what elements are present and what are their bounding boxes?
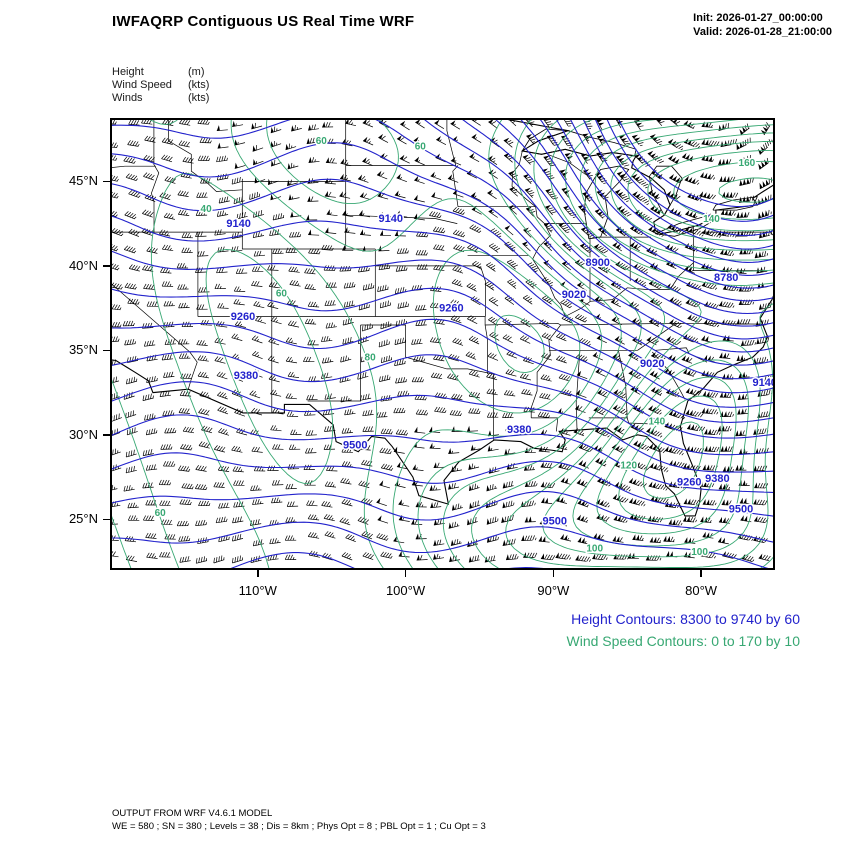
lake-outline — [655, 216, 719, 237]
y-axis-tick — [103, 265, 110, 267]
wind-contour-label: 140 — [648, 417, 665, 428]
height-contours — [110, 118, 775, 570]
state-boundary — [575, 350, 581, 430]
height-contour-label: 9140 — [752, 377, 775, 389]
legend-windspeed-name: Wind Speed — [112, 79, 172, 91]
state-boundary — [307, 325, 361, 402]
wind-contour-caption: Wind Speed Contours: 0 to 170 by 10 — [566, 633, 800, 649]
height-contour-labels: 9140 9140 9260 9380 9500 9260 9380 9500 8900 9020… — [225, 211, 775, 529]
y-tick-label: 40°N — [68, 257, 98, 273]
height-contour-caption: Height Contours: 8300 to 9740 by 60 — [571, 611, 800, 627]
state-boundary — [241, 181, 347, 250]
height-contour-label: 9020 — [562, 289, 586, 301]
footer-line1: OUTPUT FROM WRF V4.6.1 MODEL — [112, 808, 273, 819]
y-tick-label: 35°N — [68, 342, 98, 358]
height-contour-label: 9380 — [234, 370, 258, 382]
legend-row-winds: Winds (kts) — [112, 92, 209, 105]
x-axis-tick — [404, 570, 407, 577]
height-contour-label: 9260 — [439, 303, 463, 315]
state-boundary — [110, 232, 198, 390]
y-tick-label: 30°N — [68, 426, 98, 442]
state-boundary — [151, 118, 160, 233]
state-boundary — [652, 351, 686, 400]
map-plot-area: 60 60 40 160 140 60 80 60 100 120 140 100 9140 9140 92… — [110, 118, 775, 570]
height-contour-label: 9020 — [640, 358, 664, 370]
model-times: Init: 2026-01-27_00:00:00 Valid: 2026-01… — [693, 11, 832, 39]
legend-windspeed-unit: (kts) — [188, 79, 210, 91]
y-axis-tick — [103, 349, 110, 352]
wind-contour-label: 40 — [201, 204, 213, 215]
height-contour-label: 9260 — [231, 311, 255, 323]
state-boundary — [530, 324, 561, 418]
height-contour-label: 9140 — [226, 218, 250, 230]
height-contour-label: 9140 — [379, 213, 403, 225]
map-frame — [110, 118, 775, 570]
legend-height-name: Height — [112, 66, 144, 78]
state-boundary — [565, 262, 694, 317]
wind-contour-label: 60 — [155, 508, 167, 519]
lake-outline — [648, 165, 683, 216]
y-axis-tick — [103, 518, 110, 521]
y-axis-tick — [103, 180, 110, 183]
legend-row-height: Height (m) — [112, 66, 209, 79]
state-boundary — [110, 165, 156, 169]
x-tick-label: 90°W — [537, 583, 570, 598]
state-boundary — [484, 316, 488, 374]
wind-contour-label: 60 — [276, 288, 288, 299]
height-contour-label: 9260 — [677, 477, 701, 489]
x-tick-label: 110°W — [238, 583, 277, 598]
y-tick-label: 45°N — [68, 173, 98, 189]
state-boundary — [531, 417, 559, 432]
state-boundary — [588, 417, 669, 426]
wrf-contour-map: 60 60 40 160 140 60 80 60 100 120 140 100 9140 9140 92… — [110, 118, 775, 570]
footer-line2: WE = 580 ; SN = 380 ; Levels = 38 ; Dis … — [112, 820, 486, 832]
legend-height-unit: (m) — [188, 66, 205, 78]
legend-winds-name: Winds — [112, 92, 143, 104]
wind-contour-labels: 60 60 40 160 140 60 80 60 100 120 140 100 — [153, 135, 757, 560]
wind-contour-label: 160 — [739, 158, 756, 169]
height-contour-label: 8780 — [714, 272, 738, 284]
x-tick-label: 100°W — [385, 583, 426, 598]
plot-title: IWFAQRP Contiguous US Real Time WRF — [112, 13, 415, 30]
state-boundary — [693, 227, 764, 271]
x-axis-tick — [552, 570, 555, 577]
wind-contour-label: 100 — [691, 547, 708, 558]
height-contour-label: 9500 — [729, 504, 753, 516]
height-contour-label: 9500 — [543, 515, 567, 527]
x-axis-tick — [700, 570, 702, 577]
lake-outline — [583, 165, 630, 240]
field-legend: Height (m) Wind Speed (kts) Winds (kts) — [112, 66, 209, 105]
wind-contour-label: 120 — [620, 461, 637, 472]
x-tick-label: 80°W — [685, 583, 718, 598]
state-boundary — [474, 265, 486, 317]
height-contour-label: 9380 — [705, 473, 729, 485]
lake-outline — [712, 196, 758, 211]
height-contour-label: 8900 — [585, 257, 609, 269]
valid-time: Valid: 2026-01-28_21:00:00 — [693, 26, 832, 38]
x-axis-tick — [256, 570, 259, 577]
state-boundary — [547, 153, 587, 175]
state-boundary — [446, 118, 457, 166]
wind-contour-label: 80 — [365, 353, 377, 364]
state-boundary — [345, 214, 458, 224]
y-tick-label: 25°N — [68, 511, 98, 527]
wind-contour-label: 60 — [415, 141, 427, 152]
wind-contour-label: 140 — [703, 214, 720, 225]
state-boundary — [168, 118, 243, 192]
wind-contour-label: 100 — [586, 543, 603, 554]
init-time: Init: 2026-01-27_00:00:00 — [693, 12, 823, 24]
wind-contour-label: 60 — [316, 136, 328, 147]
legend-winds-unit: (kts) — [188, 92, 210, 104]
state-boundary — [452, 165, 536, 208]
y-axis-tick — [103, 434, 110, 436]
state-boundary — [360, 324, 494, 440]
model-footer: OUTPUT FROM WRF V4.6.1 MODEL WE = 580 ; … — [112, 808, 486, 833]
height-contour-label: 9500 — [343, 439, 367, 451]
height-contour-label: 9380 — [507, 424, 531, 436]
legend-row-windspeed: Wind Speed (kts) — [112, 79, 209, 92]
